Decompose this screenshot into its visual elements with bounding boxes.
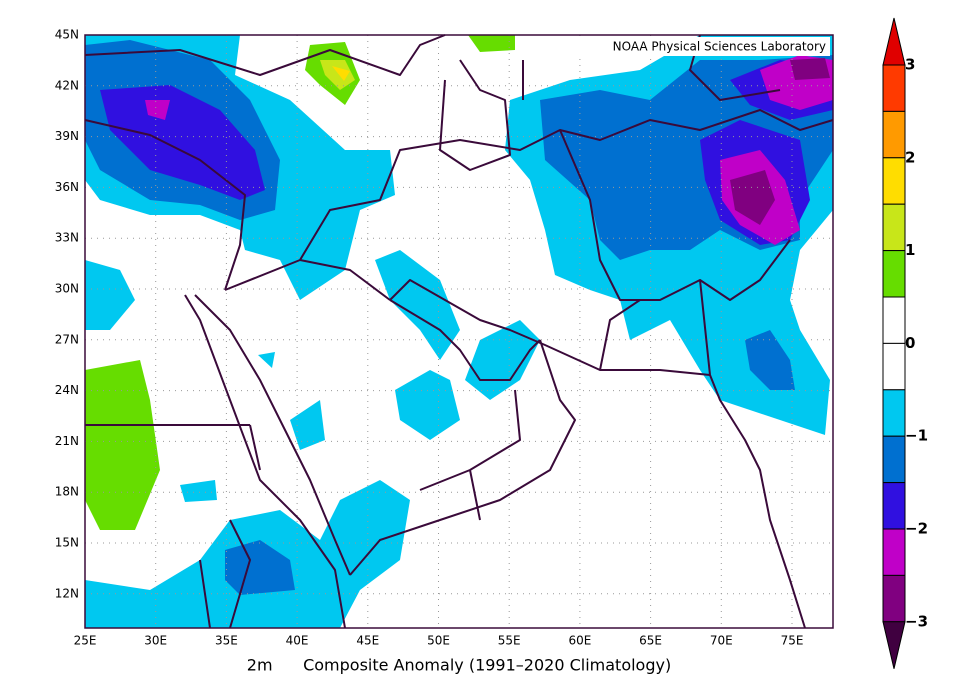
lon-label: 35E (215, 634, 238, 648)
lat-label: 18N (55, 485, 79, 499)
colorbar-label: 2 (905, 148, 915, 166)
coastlines (84, 34, 834, 629)
colorbar: 3 2 1 0 −1 −2 −3 (882, 17, 928, 669)
colorbar-segment (882, 528, 906, 576)
lat-label: 36N (55, 180, 79, 194)
colorbar-label: 1 (905, 241, 915, 259)
colorbar-segment (882, 17, 906, 66)
colorbar-segment (882, 64, 906, 112)
colorbar-label: −3 (905, 612, 928, 630)
lon-label: 45E (356, 634, 379, 648)
map-frame (84, 34, 834, 629)
colorbar-segment (882, 250, 906, 298)
colorbar-segment (882, 574, 906, 623)
axis-labels: 25E 30E 35E 40E 45E 50E 55E 60E 65E 70E 75E 45N 42N 3… (55, 28, 804, 648)
lat-label: 33N (55, 231, 79, 245)
colorbar-segment (882, 621, 906, 669)
lon-label: 75E (781, 634, 804, 648)
lat-label: 24N (55, 383, 79, 397)
lat-label: 27N (55, 332, 79, 346)
lat-label: 12N (55, 586, 79, 600)
lat-label: 30N (55, 282, 79, 296)
colorbar-segment (882, 482, 906, 530)
colorbar-segment (882, 110, 906, 159)
colorbar-segment (882, 203, 906, 252)
lon-label: 60E (568, 634, 591, 648)
lon-label: 25E (74, 634, 97, 648)
lat-label: 42N (55, 78, 79, 92)
lat-label: 45N (55, 28, 79, 42)
lon-label: 65E (639, 634, 662, 648)
lon-label: 50E (427, 634, 450, 648)
credit-box (553, 37, 830, 56)
credit: NOAA Physical Sciences Laboratory (613, 40, 826, 54)
colorbar-segment (882, 435, 906, 484)
colorbar-segment (882, 342, 906, 391)
colorbar-label: −2 (905, 520, 928, 538)
colorbar-segment (882, 157, 906, 205)
lon-label: 55E (498, 634, 521, 648)
map-title: 2m Composite Anomaly (1991–2020 Climatol… (247, 656, 671, 675)
lat-label: 15N (55, 536, 79, 550)
colorbar-label: 0 (905, 334, 915, 352)
colorbar-label: −1 (905, 427, 928, 445)
colorbar-label: 3 (905, 56, 915, 74)
lat-label: 21N (55, 434, 79, 448)
lon-label: 40E (286, 634, 309, 648)
anomaly-field (85, 35, 833, 628)
colorbar-segment (882, 296, 906, 344)
lat-label: 39N (55, 129, 79, 143)
lon-label: 70E (710, 634, 733, 648)
colorbar-segment (882, 389, 906, 437)
lon-label: 30E (144, 634, 167, 648)
